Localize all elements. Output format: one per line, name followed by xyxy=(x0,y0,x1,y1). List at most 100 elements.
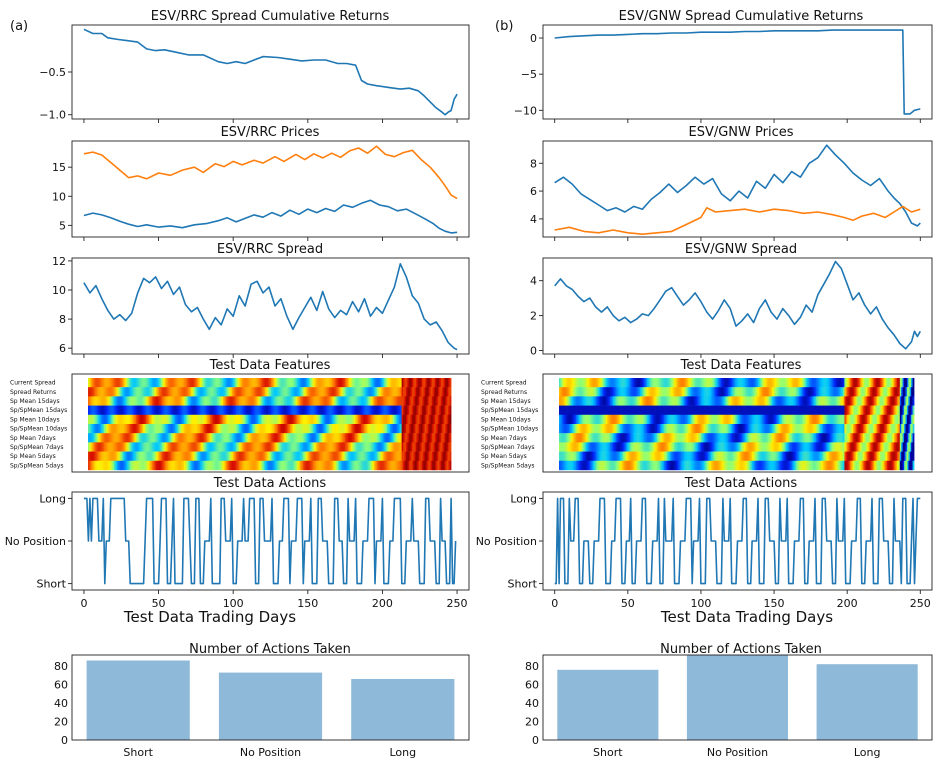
heatmap-cell xyxy=(898,442,901,452)
heatmap-cell xyxy=(681,451,683,461)
heatmap-cell xyxy=(121,387,124,397)
heatmap-cell xyxy=(307,460,310,471)
heatmap-cell xyxy=(757,451,760,461)
heatmap-cell xyxy=(594,433,597,443)
heatmap-cell xyxy=(298,378,301,388)
heatmap-cell xyxy=(262,442,265,452)
heatmap-cell xyxy=(201,442,204,452)
heatmap-cell xyxy=(250,396,253,406)
heatmap-cell xyxy=(730,387,733,397)
heatmap-cell xyxy=(706,442,709,452)
heatmap-cell xyxy=(676,405,679,415)
heatmap-cell xyxy=(392,414,395,425)
heatmap-cell xyxy=(872,451,875,461)
heatmap-cell xyxy=(817,442,820,452)
heatmap-cell xyxy=(368,414,371,425)
heatmap-cell xyxy=(381,405,384,415)
heatmap-cell xyxy=(131,405,134,415)
heatmap-cell xyxy=(276,460,279,471)
heatmap-cell xyxy=(716,424,719,434)
heatmap-cell xyxy=(874,442,877,452)
heatmap-cell xyxy=(352,442,355,452)
heatmap-cell xyxy=(777,451,780,461)
heatmap-cell xyxy=(773,424,776,434)
heatmap-cell xyxy=(96,442,99,452)
heatmap-cell xyxy=(448,433,450,443)
heatmap-cell xyxy=(892,433,895,443)
heatmap-cell xyxy=(567,433,570,443)
heatmap-cell xyxy=(698,451,700,461)
heatmap-cell xyxy=(362,378,365,388)
heatmap-cell xyxy=(810,396,813,406)
heatmap-cell xyxy=(298,460,301,471)
heatmap-cell xyxy=(747,424,750,434)
heatmap-cell xyxy=(299,378,302,388)
heatmap-cell xyxy=(672,414,675,425)
heatmap-cell xyxy=(186,442,189,452)
heatmap-cell xyxy=(665,387,668,397)
heatmap-cell xyxy=(195,378,198,388)
heatmap-cell xyxy=(845,396,848,406)
heatmap-cell xyxy=(227,405,230,415)
heatmap-cell xyxy=(127,405,130,415)
heatmap-cell xyxy=(342,405,344,415)
heatmap-cell xyxy=(605,424,608,434)
heatmap-cell xyxy=(631,378,634,388)
heatmap-cell xyxy=(194,396,196,406)
heatmap-cell xyxy=(695,424,698,434)
heatmap-cell xyxy=(645,414,648,425)
heatmap-cell xyxy=(712,424,715,434)
heatmap-cell xyxy=(239,387,241,397)
heatmap-cell xyxy=(301,405,304,415)
heatmap-cell xyxy=(137,433,140,443)
heatmap-cell xyxy=(151,387,154,397)
heatmap-cell xyxy=(668,405,671,415)
heatmap-cell xyxy=(743,405,746,415)
heatmap-cell xyxy=(702,433,705,443)
heatmap-cell xyxy=(180,442,183,452)
heatmap-cell xyxy=(779,378,781,388)
heatmap-cell xyxy=(254,433,257,443)
heatmap-cell xyxy=(908,414,911,425)
x-tick-label: 50 xyxy=(152,597,166,610)
heatmap-cell xyxy=(186,451,189,461)
heatmap-cell xyxy=(350,424,353,434)
heatmap-cell xyxy=(789,378,791,388)
heatmap-cell xyxy=(665,414,668,425)
heatmap-cell xyxy=(333,414,336,425)
heatmap-cell xyxy=(789,387,791,397)
heatmap-cell xyxy=(865,396,868,406)
heatmap-cell xyxy=(385,378,388,388)
heatmap-cell xyxy=(637,387,639,397)
heatmap-cell xyxy=(624,451,627,461)
heatmap-cell xyxy=(559,460,561,471)
heatmap-cell xyxy=(318,387,321,397)
heatmap-cell xyxy=(615,442,618,452)
heatmap-cell xyxy=(908,451,911,461)
heatmap-cell xyxy=(128,433,131,443)
heatmap-cell xyxy=(92,424,95,434)
heatmap-cell xyxy=(904,387,906,397)
heatmap-cell xyxy=(333,405,336,415)
heatmap-cell xyxy=(733,387,736,397)
x-tick-label: 200 xyxy=(372,597,393,610)
heatmap-cell xyxy=(118,378,121,388)
heatmap-cell xyxy=(659,460,662,471)
heatmap-cell xyxy=(137,378,140,388)
heatmap-cell xyxy=(911,433,913,443)
heatmap-cell xyxy=(727,387,730,397)
heatmap-cell xyxy=(324,460,327,471)
heatmap-cell xyxy=(352,405,355,415)
heatmap-cell xyxy=(671,378,673,388)
feature-label: Sp Mean 7days xyxy=(10,435,56,442)
heatmap-cell xyxy=(217,460,220,471)
heatmap-cell xyxy=(430,396,433,406)
heatmap-cell xyxy=(241,378,244,388)
heatmap-cell xyxy=(737,424,740,434)
heatmap-cell xyxy=(688,414,691,425)
heatmap-cell xyxy=(445,451,448,461)
heatmap-cell xyxy=(359,387,362,397)
heatmap-cell xyxy=(125,433,128,443)
heatmap-cell xyxy=(669,433,672,443)
heatmap-cell xyxy=(318,451,321,461)
